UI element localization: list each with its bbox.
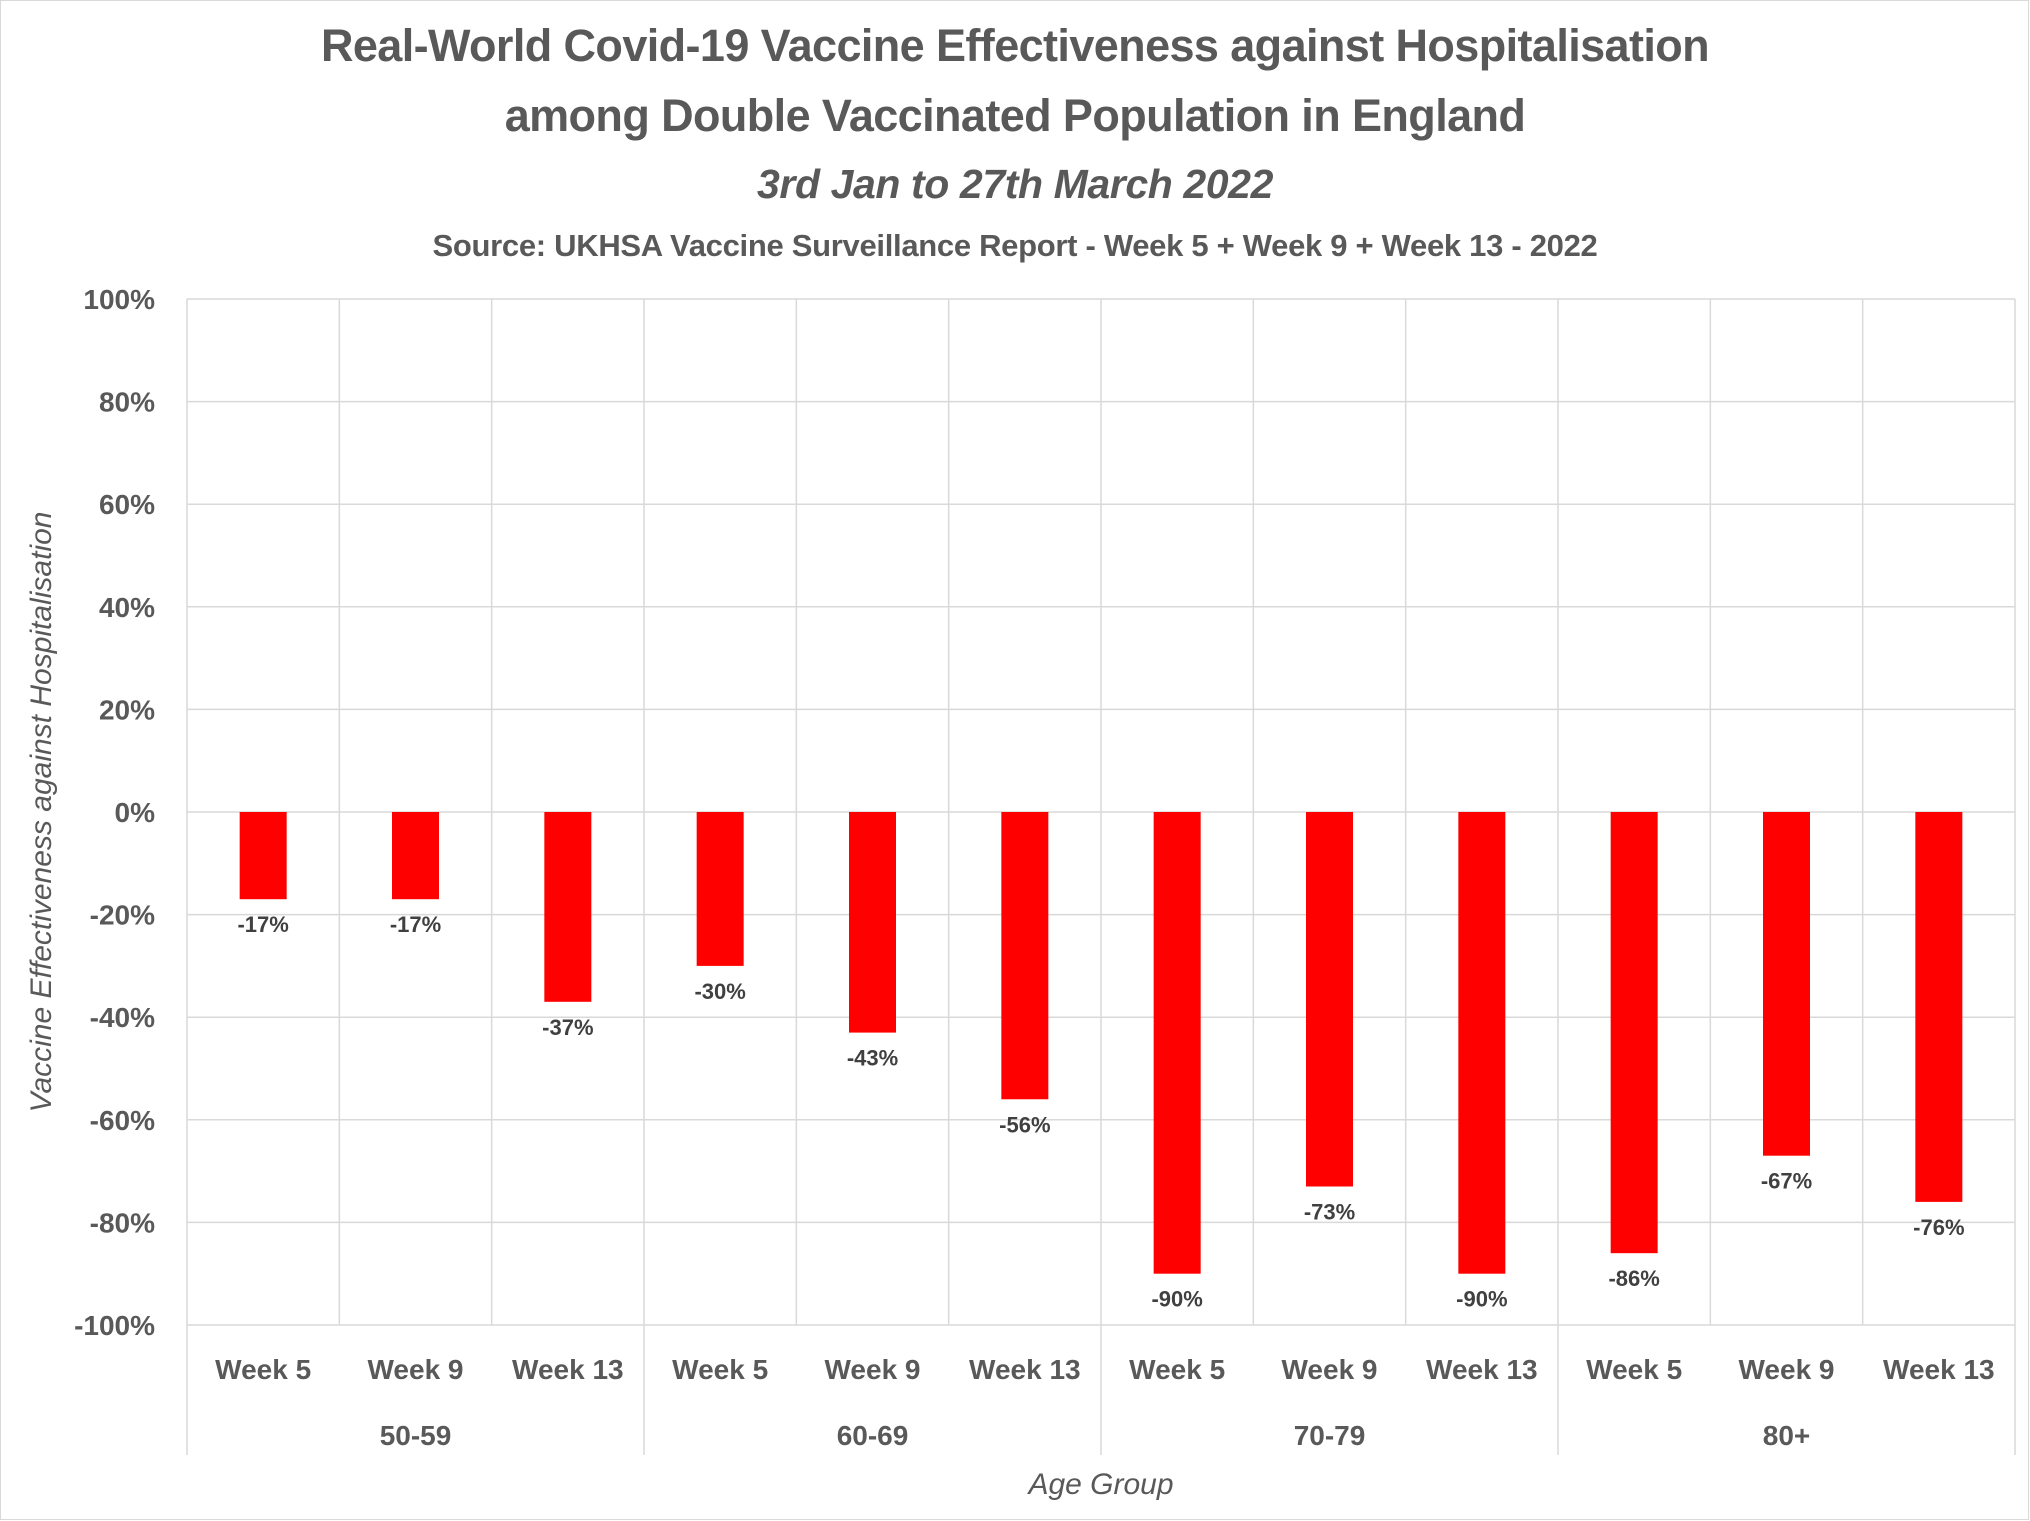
bar [1458,812,1506,1274]
x-category-label: Week 5 [672,1354,768,1385]
y-tick-label: 20% [99,694,155,725]
value-label: -90% [1456,1287,1507,1312]
x-group-label: 80+ [1763,1420,1811,1451]
x-axis-title: Age Group [1026,1468,1173,1501]
bar [849,812,896,1033]
gridlines [186,298,2016,1455]
y-tick-label: -80% [90,1207,155,1238]
value-label: -76% [1913,1215,1964,1240]
chart-title-line-2: among Double Vaccinated Population in En… [504,90,1526,141]
x-group-label: 50-59 [380,1420,452,1451]
bar [1306,812,1353,1187]
value-label: -37% [542,1015,593,1040]
x-category-label: Week 5 [215,1354,311,1385]
value-label: -73% [1304,1199,1355,1224]
y-tick-label: 40% [99,592,155,623]
y-tick-label: -40% [90,1002,155,1033]
bar [239,812,287,900]
y-tick-label: -100% [74,1310,155,1341]
value-label: -43% [847,1046,898,1071]
bar [696,812,744,966]
y-tick-label: 80% [99,387,155,418]
y-tick-label: -20% [90,900,155,931]
x-category-label: Week 13 [512,1354,624,1385]
y-axis-ticks: 100% 80% 60% 40% 20% 0% -20% -40% -60% -80% -100% [74,284,155,1341]
bars [239,812,1963,1274]
value-label: -17% [237,912,288,937]
x-category-label: Week 9 [1282,1354,1378,1385]
value-label: -67% [1761,1169,1812,1194]
bar [544,812,592,1002]
x-category-label: Week 5 [1129,1354,1225,1385]
y-tick-label: 0% [115,797,156,828]
x-category-label: Week 9 [1739,1354,1835,1385]
bar [1001,812,1049,1100]
chart-subtitle: 3rd Jan to 27th March 2022 [757,161,1273,207]
y-tick-label: -60% [90,1105,155,1136]
x-category-label: Week 9 [368,1354,464,1385]
value-label: -17% [390,912,441,937]
y-tick-label: 100% [83,284,155,315]
x-category-label: Week 13 [1426,1354,1538,1385]
y-tick-label: 60% [99,489,155,520]
x-category-label: Week 13 [1883,1354,1995,1385]
bar [1153,812,1201,1274]
bar [1915,812,1963,1202]
x-group-label: 60-69 [837,1420,909,1451]
bar [392,812,439,900]
value-label: -30% [694,979,745,1004]
x-category-label: Week 9 [825,1354,921,1385]
y-axis-title: Vaccine Effectiveness against Hospitalis… [25,512,58,1113]
chart-source: Source: UKHSA Vaccine Surveillance Repor… [432,228,1598,263]
bar [1610,812,1658,1254]
x-axis-labels: Week 5 Week 9 Week 13 Week 5 Week 9 Week 13 We… [215,1354,1994,1451]
chart-title-line-1: Real-World Covid-19 Vaccine Effectivenes… [320,20,1710,71]
x-group-label: 70-79 [1294,1420,1366,1451]
x-category-label: Week 5 [1586,1354,1682,1385]
value-labels: -17% -17% -37% -30% -43% -56% -90% -73% -90% -86%… [237,912,1964,1311]
value-label: -56% [999,1112,1050,1137]
value-label: -90% [1151,1287,1202,1312]
x-category-label: Week 13 [969,1354,1081,1385]
value-label: -86% [1608,1266,1659,1291]
bar [1763,812,1810,1156]
